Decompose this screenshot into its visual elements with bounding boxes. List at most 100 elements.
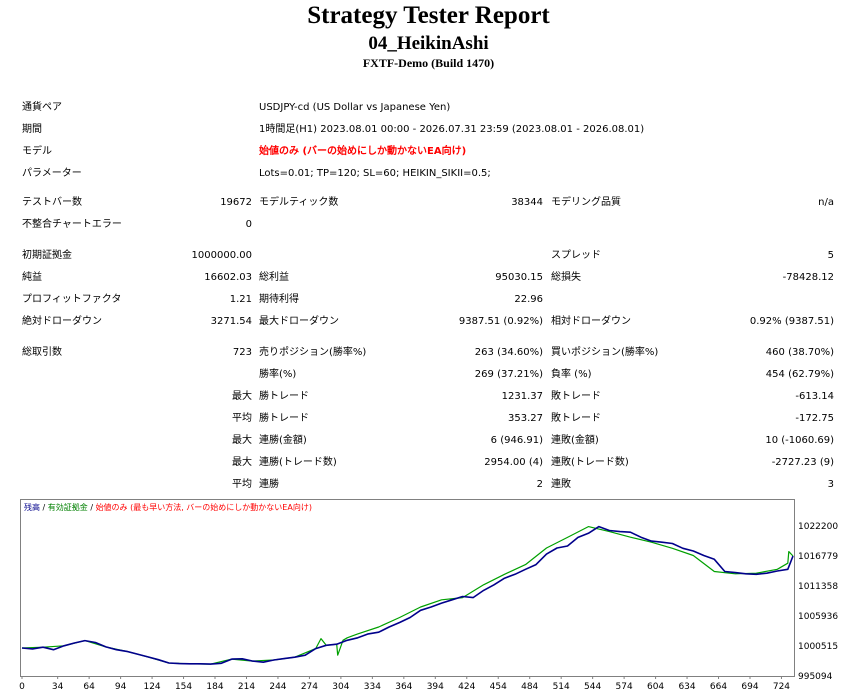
- x-tick-label: 484: [521, 682, 539, 692]
- avg-consecutive-wins-value: 2: [536, 479, 543, 490]
- average-prefix-label: 平均: [232, 413, 252, 424]
- period-label: 期間: [22, 124, 42, 135]
- x-tick-label: 184: [206, 682, 224, 692]
- largest-prefix-label: 最大: [232, 391, 252, 402]
- y-tick-label: 1016779: [798, 551, 839, 562]
- x-tick-label: 544: [584, 682, 602, 692]
- y-tick-label: 1000515: [798, 641, 839, 652]
- absolute-drawdown-value: 3271.54: [210, 316, 252, 327]
- modeling-quality-value: n/a: [818, 197, 834, 208]
- short-positions-value: 263 (34.60%): [474, 347, 543, 358]
- loss-trades-value: 454 (62.79%): [765, 369, 834, 380]
- mismatch-errors-value: 0: [245, 219, 252, 230]
- x-tick-label: 0: [19, 682, 25, 692]
- x-tick-label: 274: [300, 682, 318, 692]
- total-trades-label: 総取引数: [22, 347, 62, 358]
- x-tick-label: 94: [114, 682, 127, 692]
- modeling-quality-label: モデリング品質: [551, 197, 621, 208]
- largest-profit-trade-label: 勝トレード: [259, 391, 309, 402]
- average-profit-trade-label: 勝トレード: [259, 413, 309, 424]
- chart-legend: 残高 / 有効証拠金 / 始値のみ (最も早い方法, バーの始めにしか動かないE…: [24, 503, 312, 513]
- max-consecutive-loss-label: 連敗(トレード数): [551, 457, 629, 468]
- gross-loss-value: -78428.12: [782, 272, 834, 283]
- maximal-prefix-label: 最大: [232, 457, 252, 468]
- x-tick-label: 634: [678, 682, 696, 692]
- long-positions-value: 460 (38.70%): [765, 347, 834, 358]
- relative-drawdown-value: 0.92% (9387.51): [749, 316, 834, 327]
- largest-loss-trade-label: 敗トレード: [551, 391, 601, 402]
- avg-consecutive-wins-label: 連勝: [259, 479, 279, 490]
- long-positions-label: 買いポジション(勝率%): [551, 347, 659, 358]
- legend-balance: 残高: [24, 503, 40, 512]
- x-tick-label: 394: [426, 682, 444, 692]
- model-value: 始値のみ (バーの始めにしか動かないEA向け): [259, 146, 467, 157]
- x-tick-label: 724: [772, 682, 791, 692]
- bars-value: 19672: [220, 197, 252, 208]
- x-tick-label: 214: [237, 682, 256, 692]
- total-trades-value: 723: [232, 347, 252, 358]
- x-tick-label: 694: [741, 682, 759, 692]
- period-value: 1時間足(H1) 2023.08.01 00:00 - 2026.07.31 2…: [259, 124, 645, 135]
- x-tick-label: 514: [552, 682, 570, 692]
- bars-label: テストバー数: [22, 197, 82, 208]
- y-tick-label: 1011358: [798, 581, 839, 592]
- initial-deposit-label: 初期証拠金: [22, 250, 72, 261]
- y-tick-label: 1005936: [798, 611, 839, 622]
- gross-profit-label: 総利益: [259, 272, 289, 283]
- profit-trades-label: 勝率(%): [259, 369, 297, 380]
- x-tick-label: 124: [143, 682, 161, 692]
- x-tick-label: 304: [332, 682, 350, 692]
- x-tick-label: 34: [51, 682, 64, 692]
- gross-loss-label: 総損失: [551, 272, 581, 283]
- x-tick-label: 604: [646, 682, 665, 692]
- average-profit-trade-value: 353.27: [508, 413, 543, 424]
- largest-profit-trade-value: 1231.37: [501, 391, 543, 402]
- max-consecutive-loss-value: -2727.23 (9): [771, 457, 834, 468]
- max-consecutive-wins-value: 6 (946.91): [490, 435, 543, 446]
- y-tick-label: 995094: [798, 672, 833, 682]
- balance-line: [21, 525, 794, 665]
- absolute-drawdown-label: 絶対ドローダウン: [22, 316, 102, 327]
- server-info: FXTF-Demo (Build 1470): [362, 56, 495, 70]
- max-consecutive-profit-label: 連勝(トレード数): [259, 457, 337, 468]
- x-tick-label: 154: [174, 682, 193, 692]
- net-profit-value: 16602.03: [204, 272, 252, 283]
- profit-trades-value: 269 (37.21%): [474, 369, 543, 380]
- x-tick-label: 244: [269, 682, 287, 692]
- avg-consecutive-losses-label: 連敗: [551, 479, 571, 490]
- symbol-value: USDJPY-cd (US Dollar vs Japanese Yen): [259, 102, 451, 113]
- average-loss-trade-value: -172.75: [795, 413, 834, 424]
- x-tick-label: 664: [709, 682, 728, 692]
- gross-profit-value: 95030.15: [495, 272, 543, 283]
- expected-payoff-value: 22.96: [514, 294, 543, 305]
- legend-separator: /: [40, 503, 48, 512]
- net-profit-label: 純益: [22, 272, 42, 283]
- parameters-label: パラメーター: [22, 168, 82, 179]
- legend-model: 始値のみ (最も早い方法, バーの始めにしか動かないEA向け): [95, 503, 312, 512]
- profit-factor-value: 1.21: [229, 294, 252, 305]
- legend-equity: 有効証拠金: [47, 503, 88, 512]
- max-consecutive-losses-value: 10 (-1060.69): [765, 435, 834, 446]
- max-consecutive-profit-value: 2954.00 (4): [484, 457, 543, 468]
- balance-chart: [20, 499, 795, 677]
- profit-factor-label: プロフィットファクタ: [22, 294, 122, 305]
- relative-drawdown-label: 相対ドローダウン: [551, 316, 631, 327]
- expected-payoff-label: 期待利得: [259, 294, 299, 305]
- spread-value: 5: [827, 250, 834, 261]
- x-tick-label: 64: [83, 682, 95, 692]
- mismatch-errors-label: 不整合チャートエラー: [22, 219, 122, 230]
- expert-name: 04_HeikinAshi: [368, 33, 489, 54]
- x-tick-label: 454: [489, 682, 507, 692]
- y-tick-label: 1022200: [798, 521, 839, 532]
- average-consecutive-prefix-label: 平均: [232, 479, 252, 490]
- equity-line: [21, 525, 794, 665]
- symbol-label: 通貨ペア: [22, 102, 62, 113]
- short-positions-label: 売りポジション(勝率%): [259, 347, 367, 358]
- average-loss-trade-label: 敗トレード: [551, 413, 601, 424]
- initial-deposit-value: 1000000.00: [191, 250, 252, 261]
- largest-loss-trade-value: -613.14: [795, 391, 834, 402]
- maximal-drawdown-label: 最大ドローダウン: [259, 316, 339, 327]
- ticks-label: モデルティック数: [259, 197, 339, 208]
- spread-label: スプレッド: [551, 250, 601, 261]
